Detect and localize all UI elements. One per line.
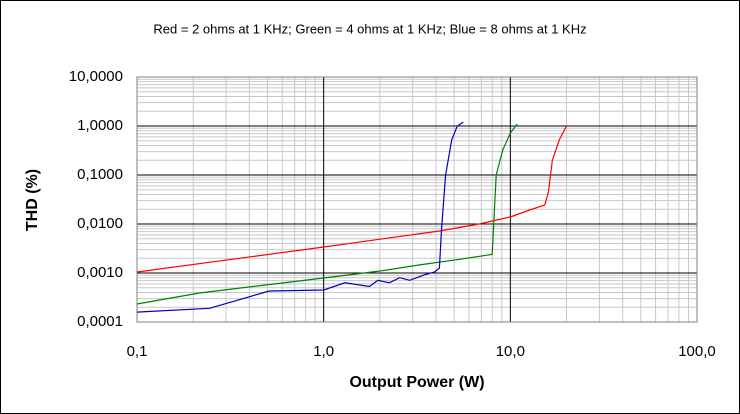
y-tick-label: 10,0000 xyxy=(69,68,123,85)
plot-area xyxy=(136,76,698,323)
y-tick-label: 1,0000 xyxy=(77,117,123,134)
y-axis-title: THD (%) xyxy=(24,169,41,231)
plot-border xyxy=(136,76,698,323)
series-line xyxy=(136,121,464,313)
x-tick-label: 10,0 xyxy=(496,343,525,360)
y-tick-label: 0,0100 xyxy=(77,215,123,232)
x-tick-label: 1,0 xyxy=(313,343,334,360)
y-tick-label: 0,0010 xyxy=(77,264,123,281)
x-axis-title: Output Power (W) xyxy=(349,374,484,391)
series-line xyxy=(136,125,568,273)
y-tick-label: 0,0001 xyxy=(77,313,123,330)
y-tick-label: 0,1000 xyxy=(77,166,123,183)
x-tick-label: 0,1 xyxy=(127,343,148,360)
series-line xyxy=(136,123,518,305)
chart-title: Red = 2 ohms at 1 KHz; Green = 4 ohms at… xyxy=(153,21,586,36)
x-tick-label: 100,0 xyxy=(678,343,716,360)
